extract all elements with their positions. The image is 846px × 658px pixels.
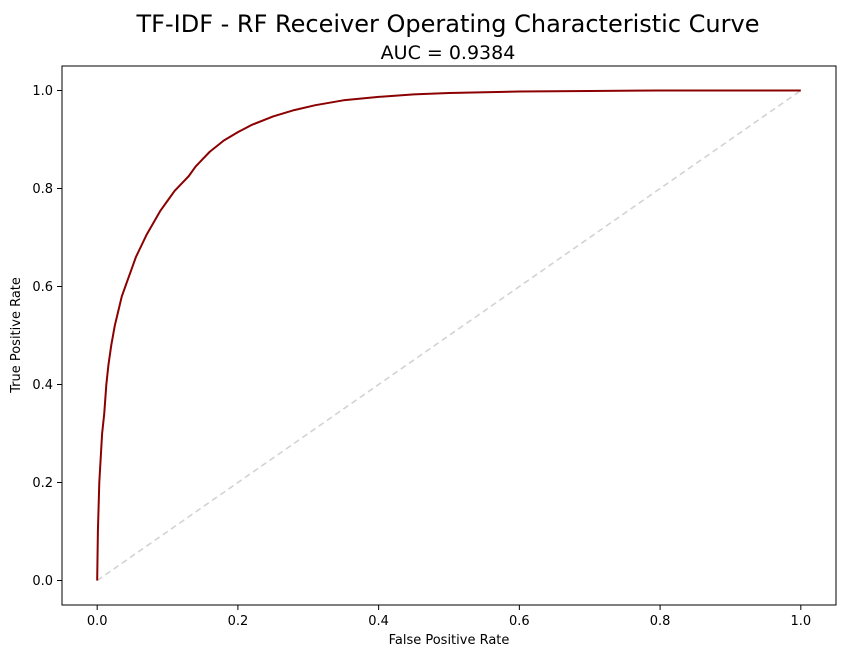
y-axis-label: True Positive Rate <box>9 277 24 394</box>
y-tick-label: 0.2 <box>32 476 53 491</box>
x-tick-label: 1.0 <box>790 614 811 629</box>
x-tick-label: 0.0 <box>87 614 108 629</box>
chart-subtitle: AUC = 0.9384 <box>381 42 516 64</box>
x-tick-label: 0.4 <box>368 614 389 629</box>
x-tick-label: 0.6 <box>509 614 530 629</box>
x-axis: 0.0 0.2 0.4 0.6 0.8 1.0 <box>87 605 811 629</box>
y-tick-label: 0.8 <box>32 182 53 197</box>
chance-diagonal-line <box>96 89 802 582</box>
y-tick-label: 0.6 <box>32 280 53 295</box>
x-tick-label: 0.8 <box>650 614 671 629</box>
y-tick-label: 1.0 <box>32 84 53 99</box>
x-axis-label: False Positive Rate <box>389 633 510 648</box>
y-tick-label: 0.4 <box>32 378 53 393</box>
x-tick-label: 0.2 <box>228 614 249 629</box>
axes-frame <box>61 65 837 606</box>
y-axis: 0.0 0.2 0.4 0.6 0.8 1.0 <box>32 84 62 589</box>
y-tick-label: 0.0 <box>32 574 53 589</box>
plot-area <box>96 89 802 582</box>
roc-curve-line <box>96 89 801 581</box>
chart-title: TF-IDF - RF Receiver Operating Character… <box>136 10 760 38</box>
